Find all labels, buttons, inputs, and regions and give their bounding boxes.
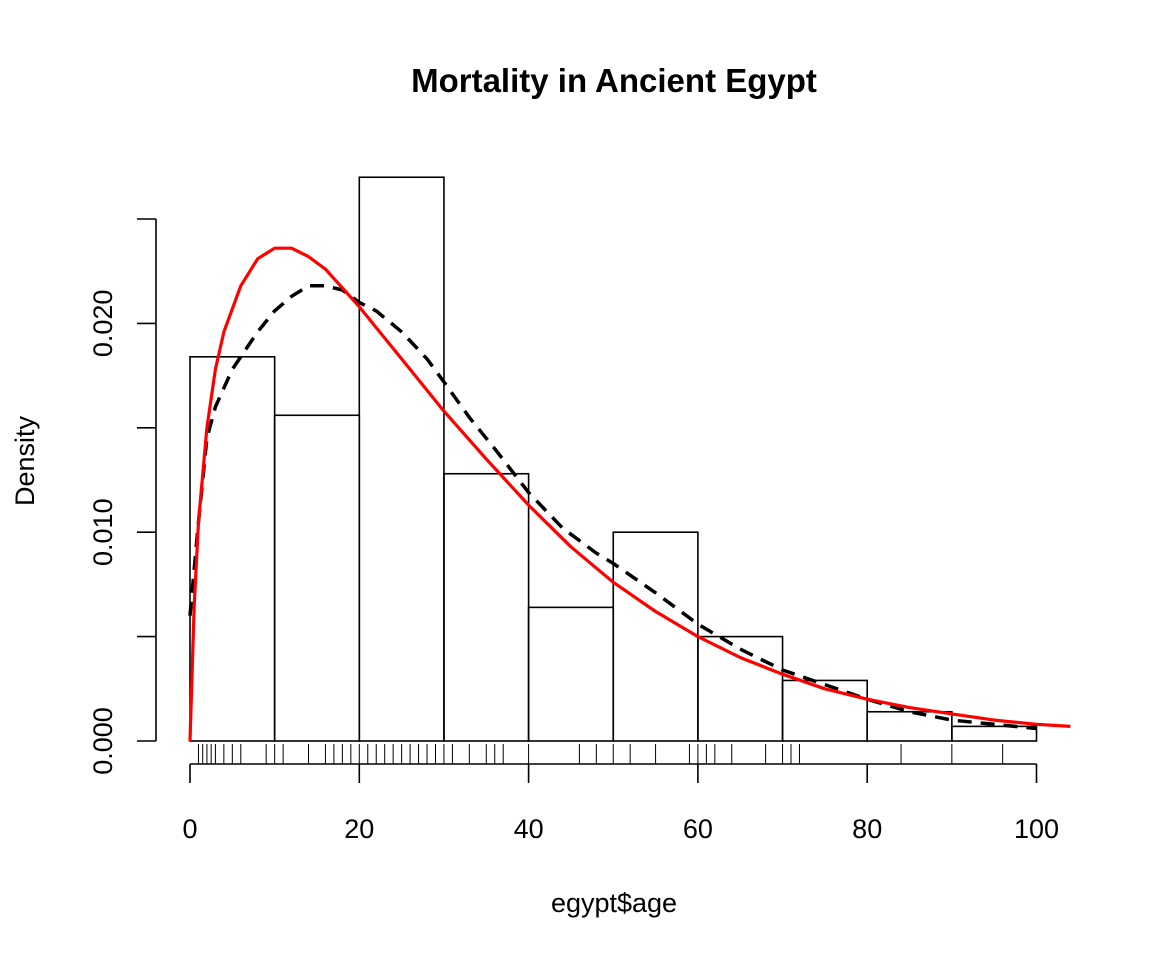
histogram-bar-4 xyxy=(527,606,615,742)
rug-marks xyxy=(197,744,1004,764)
x-axis-label: egypt$age xyxy=(551,888,677,918)
histogram-bar-7 xyxy=(781,679,868,742)
histogram-bars xyxy=(189,176,1038,742)
x-tick-label-60: 60 xyxy=(683,814,713,844)
red-density-curve xyxy=(188,246,1071,742)
histogram-bar-2 xyxy=(358,176,445,742)
histogram-bar-9 xyxy=(951,725,1038,742)
histogram-bar-6 xyxy=(697,635,784,742)
x-tick-label-20: 20 xyxy=(344,814,374,844)
x-tick-label-40: 40 xyxy=(514,814,544,844)
y-tick-label-2: 0.020 xyxy=(88,290,118,358)
histogram-bar-1 xyxy=(273,414,361,742)
y-tick-label-0: 0.000 xyxy=(88,707,118,775)
histogram-bar-3 xyxy=(443,472,530,742)
x-tick-label-80: 80 xyxy=(852,814,882,844)
density-curves xyxy=(188,246,1071,742)
chart-title: Mortality in Ancient Egypt xyxy=(411,62,817,99)
x-tick-label-0: 0 xyxy=(182,814,197,844)
histogram-bar-0 xyxy=(189,356,276,742)
y-axis-label: Density xyxy=(10,415,40,506)
histogram-bar-5 xyxy=(612,531,699,742)
x-axis: 0 20 40 60 80 100 xyxy=(182,763,1059,844)
y-axis: 0.000 0.010 0.020 xyxy=(88,218,157,775)
y-tick-label-1: 0.010 xyxy=(88,498,118,566)
dashed-density-curve xyxy=(188,284,1037,731)
x-tick-label-100: 100 xyxy=(1014,814,1059,844)
